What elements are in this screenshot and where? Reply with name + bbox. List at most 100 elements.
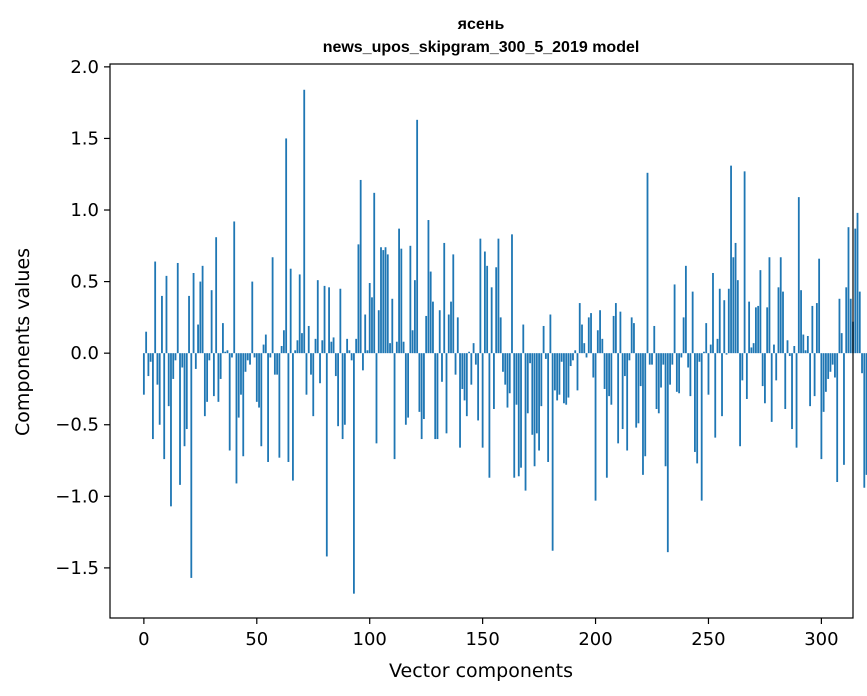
bar-267 xyxy=(745,353,748,399)
bar-150 xyxy=(481,353,484,448)
y-tick-label: −1.5 xyxy=(55,558,99,579)
bar-287 xyxy=(791,353,793,430)
bar-295 xyxy=(809,353,811,407)
bar-17 xyxy=(181,353,184,368)
bar-77 xyxy=(316,280,319,354)
bar-187 xyxy=(565,353,568,405)
bar-33 xyxy=(217,353,220,402)
bar-234 xyxy=(671,353,674,365)
bar-289 xyxy=(795,353,798,448)
bar-series xyxy=(142,89,867,594)
bar-238 xyxy=(680,353,683,358)
bar-134 xyxy=(445,353,448,434)
bar-175 xyxy=(538,353,540,451)
bar-318 xyxy=(861,353,863,374)
bar-299 xyxy=(818,258,821,354)
bar-57 xyxy=(271,257,274,354)
bar-153 xyxy=(488,353,491,478)
bar-19 xyxy=(185,353,188,430)
bar-320 xyxy=(865,353,867,475)
bar-283 xyxy=(782,291,784,354)
bar-60 xyxy=(278,353,281,458)
bar-94 xyxy=(355,338,358,354)
bar-125 xyxy=(425,315,428,354)
bar-227 xyxy=(655,353,658,409)
bar-165 xyxy=(515,353,518,405)
bar-135 xyxy=(447,314,450,354)
bar-46 xyxy=(246,353,249,361)
bar-69 xyxy=(298,274,301,354)
bar-178 xyxy=(544,353,547,359)
bar-190 xyxy=(572,353,574,361)
bar-29 xyxy=(208,353,211,361)
bar-203 xyxy=(601,338,604,354)
bar-92 xyxy=(350,353,353,361)
bar-167 xyxy=(520,353,522,468)
bar-13 xyxy=(172,353,175,379)
bar-72 xyxy=(305,353,308,395)
bar-265 xyxy=(741,353,744,381)
bar-107 xyxy=(384,247,387,354)
y-tick-label: 1.5 xyxy=(70,128,99,149)
bar-151 xyxy=(483,251,486,354)
bar-2 xyxy=(147,353,150,377)
bar-54 xyxy=(264,334,267,354)
bar-40 xyxy=(233,221,236,354)
bar-98 xyxy=(364,314,367,354)
bar-221 xyxy=(642,353,644,475)
bar-205 xyxy=(605,353,608,478)
bar-226 xyxy=(653,325,656,354)
bar-65 xyxy=(289,268,292,354)
bar-219 xyxy=(637,353,640,424)
bar-30 xyxy=(210,290,213,354)
bar-43 xyxy=(240,353,242,395)
bar-250 xyxy=(707,353,710,395)
bar-260 xyxy=(730,165,732,354)
bar-308 xyxy=(838,298,841,354)
bar-307 xyxy=(836,353,839,483)
bar-253 xyxy=(714,353,717,438)
bar-35 xyxy=(222,323,224,354)
bar-62 xyxy=(282,330,285,354)
bar-193 xyxy=(578,303,581,354)
bar-300 xyxy=(820,353,823,460)
bar-172 xyxy=(531,353,534,435)
bar-282 xyxy=(779,257,782,354)
bar-115 xyxy=(402,341,405,354)
bar-12 xyxy=(170,353,172,507)
bar-137 xyxy=(452,254,455,354)
bar-0 xyxy=(142,353,145,395)
bar-183 xyxy=(556,353,559,401)
bar-114 xyxy=(400,248,403,354)
bar-86 xyxy=(337,353,339,427)
bar-6 xyxy=(156,353,159,385)
bar-290 xyxy=(797,197,800,354)
bar-5 xyxy=(154,261,157,354)
x-tick-label: 250 xyxy=(691,629,725,650)
bar-247 xyxy=(700,353,703,501)
bar-194 xyxy=(581,324,583,354)
bar-304 xyxy=(829,353,832,372)
bar-298 xyxy=(815,303,818,354)
bar-164 xyxy=(513,353,516,478)
bar-161 xyxy=(506,353,509,408)
bar-210 xyxy=(617,353,620,444)
x-tick-label: 200 xyxy=(578,629,612,650)
bar-31 xyxy=(212,353,215,397)
bar-176 xyxy=(540,353,543,407)
bar-169 xyxy=(524,353,527,491)
bar-166 xyxy=(517,353,520,477)
bar-41 xyxy=(235,353,238,484)
bar-76 xyxy=(314,338,317,354)
bar-271 xyxy=(754,307,757,354)
bar-162 xyxy=(508,353,511,394)
bar-201 xyxy=(596,330,599,354)
bar-9 xyxy=(163,353,166,460)
x-tick-label: 300 xyxy=(804,629,838,650)
bar-286 xyxy=(788,353,791,357)
bar-75 xyxy=(312,353,315,417)
bar-156 xyxy=(495,267,498,354)
bar-249 xyxy=(705,323,708,354)
bar-50 xyxy=(255,353,258,402)
y-tick-label: −1.0 xyxy=(55,486,99,507)
